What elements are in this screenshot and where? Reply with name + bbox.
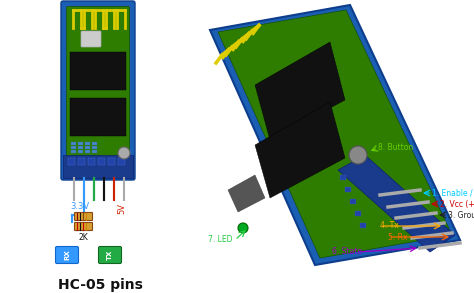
Polygon shape — [255, 102, 345, 198]
Text: RX: RX — [64, 250, 70, 260]
Bar — [78, 146, 83, 149]
Polygon shape — [228, 175, 265, 212]
Bar — [85, 146, 90, 149]
Bar — [63, 155, 133, 178]
Text: 2. Vcc (+5v): 2. Vcc (+5v) — [440, 200, 474, 209]
Bar — [71, 142, 76, 145]
Text: 1K: 1K — [78, 223, 88, 232]
FancyBboxPatch shape — [61, 1, 135, 180]
Bar — [92, 146, 97, 149]
Bar — [85, 150, 90, 153]
FancyBboxPatch shape — [66, 6, 129, 158]
Bar — [360, 223, 366, 228]
Text: 6. State: 6. State — [332, 248, 362, 256]
Text: 5V: 5V — [117, 202, 126, 214]
FancyBboxPatch shape — [55, 246, 79, 263]
Bar — [88, 158, 95, 165]
Text: 2K: 2K — [78, 233, 88, 242]
Bar — [78, 150, 83, 153]
Text: 1. Enable / Key: 1. Enable / Key — [432, 188, 474, 197]
Text: 4. Tx: 4. Tx — [380, 222, 399, 231]
Circle shape — [238, 223, 248, 233]
Text: 3. Ground: 3. Ground — [448, 210, 474, 219]
FancyBboxPatch shape — [99, 246, 121, 263]
Text: 3.3V: 3.3V — [71, 202, 90, 211]
Bar — [71, 150, 76, 153]
Text: TX: TX — [107, 250, 113, 260]
Bar — [68, 158, 75, 165]
Bar — [70, 98, 126, 136]
Bar — [350, 199, 356, 204]
FancyBboxPatch shape — [81, 31, 101, 47]
Bar — [78, 158, 85, 165]
Circle shape — [118, 147, 130, 159]
Bar — [340, 175, 346, 180]
Bar — [92, 142, 97, 145]
Text: 7. LED: 7. LED — [208, 236, 233, 244]
Text: HC-05 pins: HC-05 pins — [57, 278, 143, 292]
Bar — [98, 158, 105, 165]
Bar — [345, 187, 351, 192]
FancyBboxPatch shape — [74, 212, 92, 221]
Bar — [118, 158, 125, 165]
Bar — [355, 211, 361, 216]
Polygon shape — [218, 10, 452, 258]
FancyBboxPatch shape — [74, 222, 92, 231]
Polygon shape — [210, 5, 460, 265]
Bar — [70, 52, 126, 90]
Bar — [92, 150, 97, 153]
Circle shape — [349, 146, 367, 164]
Text: 8. Button: 8. Button — [378, 144, 413, 152]
Bar — [78, 142, 83, 145]
Bar — [85, 142, 90, 145]
Bar — [71, 146, 76, 149]
Text: 5. Rx: 5. Rx — [388, 233, 408, 241]
Bar — [108, 158, 115, 165]
Polygon shape — [255, 42, 345, 140]
Polygon shape — [338, 155, 455, 252]
